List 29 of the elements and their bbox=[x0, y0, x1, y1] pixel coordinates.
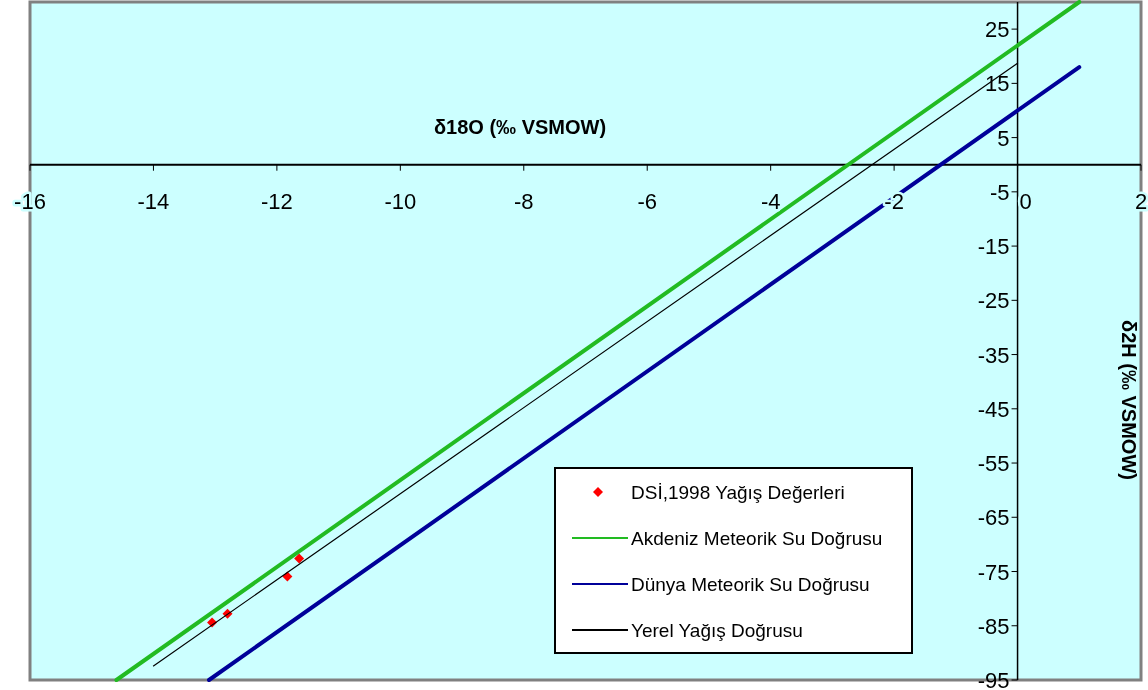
y-tick-label: -45 bbox=[977, 396, 1010, 422]
legend-label: Akdeniz Meteorik Su Doğrusu bbox=[631, 528, 883, 549]
legend-label: Yerel Yağış Doğrusu bbox=[631, 620, 803, 641]
x-tick-label: -16 bbox=[14, 188, 46, 214]
y-tick-label: -5 bbox=[989, 179, 1010, 205]
y-tick-label: -15 bbox=[977, 234, 1010, 260]
legend-label: Dünya Meteorik Su Doğrusu bbox=[631, 574, 870, 595]
y-tick-label: -85 bbox=[977, 613, 1010, 639]
x-tick-label: 2 bbox=[1134, 188, 1148, 214]
x-tick-label: -6 bbox=[637, 188, 657, 214]
y-tick-label: -35 bbox=[977, 342, 1010, 368]
point bbox=[294, 553, 305, 564]
y-tick-label: -65 bbox=[977, 505, 1010, 531]
x-tick-label: -14 bbox=[137, 188, 170, 214]
x-tick-label: -12 bbox=[260, 188, 293, 214]
y-tick-label: -75 bbox=[977, 559, 1010, 585]
x-tick-label: -4 bbox=[760, 188, 781, 214]
y-tick-label: -25 bbox=[977, 288, 1010, 314]
legend-label: DSİ,1998 Yağış Değerleri bbox=[631, 482, 845, 503]
y-axis-title: δ2H (‰ VSMOW) bbox=[1118, 320, 1140, 480]
x-tick-label: -10 bbox=[384, 188, 417, 214]
x-tick-label: 0 bbox=[1019, 188, 1032, 214]
y-tick-label: -95 bbox=[977, 668, 1010, 690]
y-tick-label: -55 bbox=[977, 451, 1010, 477]
x-axis-title: δ18O (‰ VSMOW) bbox=[433, 116, 607, 138]
y-tick-label: 25 bbox=[985, 17, 1010, 43]
y-tick-label: 15 bbox=[985, 71, 1010, 97]
x-tick-label: -8 bbox=[514, 188, 534, 214]
y-tick-label: 5 bbox=[997, 125, 1010, 151]
